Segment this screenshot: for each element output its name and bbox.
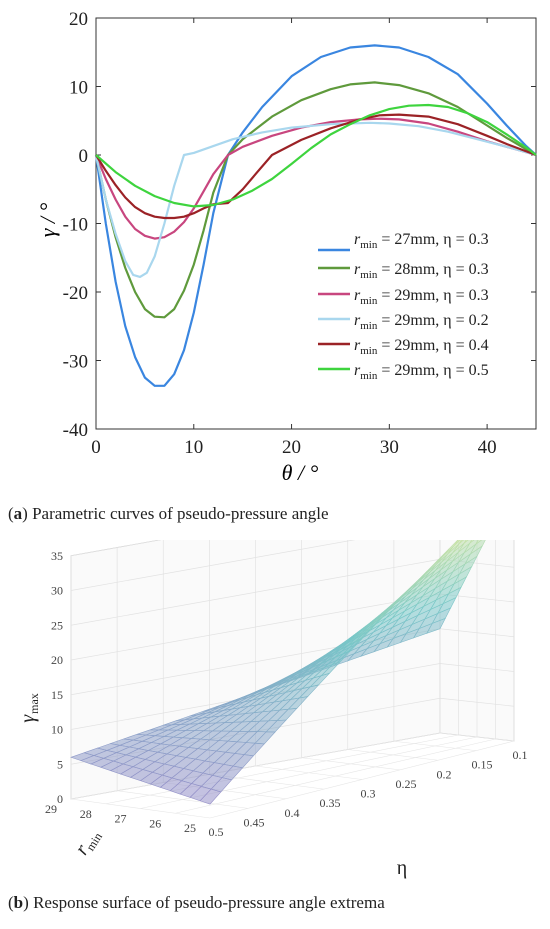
legend: rmin = 27mm, η = 0.3 rmin = 28mm, η = 0.3… [318,231,489,382]
x-tick-label: 10 [184,437,203,458]
z-axis-label: γmax [17,693,41,723]
response-surface [70,540,486,805]
rmin-tick-label: 26 [149,816,161,830]
eta-axis-label: η [397,857,407,879]
rmin-tick-label: 28 [80,807,92,821]
caption-a-close: ) [22,504,28,523]
x-tick-label: 0 [91,437,101,458]
rmin-tick-label: 29 [45,802,57,816]
caption-a-text: Parametric curves of pseudo-pressure ang… [27,504,329,523]
z-gridline [70,540,356,591]
legend-label-5: rmin = 29mm, η = 0.4 [354,337,489,357]
surface-patch [442,540,459,557]
caption-a-open: ( [8,504,14,523]
surface-patch [463,540,479,553]
eta-tick-label: 0.35 [320,796,341,810]
z-tick-label: 5 [57,757,63,771]
caption-a-letter: a [13,504,23,523]
legend-label-4: rmin = 29mm, η = 0.2 [354,312,489,332]
series-lines [94,44,537,387]
surface-patch [475,540,483,545]
surface-patch [469,540,475,544]
z-tick-label: 20 [51,653,63,667]
eta-tick-label: 0.1 [513,748,528,762]
series-line-1 [94,44,537,387]
caption-b: (b) Response surface of pseudo-pressure … [8,893,385,913]
surface-patch [452,540,467,554]
series-line-3 [94,117,537,240]
rmin-axis-label: rmin [71,825,105,860]
y-tick-label: 0 [79,146,89,167]
y-tick-label: 10 [69,78,88,99]
x-tick-label: 40 [478,437,497,458]
z-tick-label: 15 [51,688,63,702]
eta-tick-label: 0.45 [244,815,265,829]
series-line-2 [94,81,537,319]
surface-patch [453,540,461,547]
z-tick-label: 30 [51,584,63,598]
z-tick-label: 10 [51,723,63,737]
legend-label-1: rmin = 27mm, η = 0.3 [354,231,489,251]
eta-tick-label: 0.15 [472,758,493,772]
eta-tick-label: 0.4 [285,806,300,820]
eta-tick-label: 0.2 [437,767,452,781]
caption-b-text: Response surface of pseudo-pressure angl… [28,893,385,912]
y-tick-label: -10 [63,215,88,236]
z-tick-label: 25 [51,618,63,632]
series-line-4 [94,121,537,278]
x-tick-label: 30 [380,437,399,458]
series-line-5 [95,113,537,220]
x-axis-label: θ / ° [282,460,319,485]
z-tick-label: 0 [57,792,63,806]
floor-gridline [175,738,496,814]
surface-patch [447,540,462,555]
z-tick-label: 35 [51,549,63,563]
rmin-tick-label: 25 [184,821,196,835]
rmin-tick-label: 27 [115,812,127,826]
caption-b-close: ) [23,893,29,912]
floor-gridline [209,740,515,819]
caption-b-letter: b [13,893,24,912]
floor-gridline [70,732,441,800]
caption-a: (a) Parametric curves of pseudo-pressure… [8,504,329,524]
y-tick-label: -30 [63,352,88,373]
surface-patch [463,540,469,544]
caption-b-open: ( [8,893,14,912]
surface-patch [470,540,486,555]
legend-label-3: rmin = 29mm, η = 0.3 [354,287,489,307]
y-axis-label: γ / ° [35,203,60,238]
surface-patch [458,540,473,553]
floor-gridline [105,734,459,805]
y-tick-label: -20 [63,283,88,304]
surface-patch [458,540,464,545]
series-line-6 [95,103,537,208]
axis-ticks: 0 5 10 15 20 25 30 35 0.5 0.45 0.4 0.35 0.3 0.25 0.2 0.… [45,549,528,839]
surface-chart: 0 5 10 15 20 25 30 35 0.5 0.45 0.4 0.35 0.3 0.25 0.2 0.… [17,540,528,879]
y-tick-label: 20 [69,9,88,30]
legend-label-6: rmin = 29mm, η = 0.5 [354,362,489,382]
legend-label-2: rmin = 28mm, η = 0.3 [354,261,489,281]
x-tick-label: 20 [282,437,301,458]
eta-tick-label: 0.3 [361,787,376,801]
eta-tick-label: 0.25 [396,777,417,791]
eta-tick-label: 0.5 [209,825,224,839]
y-tick-label: -40 [63,420,88,441]
